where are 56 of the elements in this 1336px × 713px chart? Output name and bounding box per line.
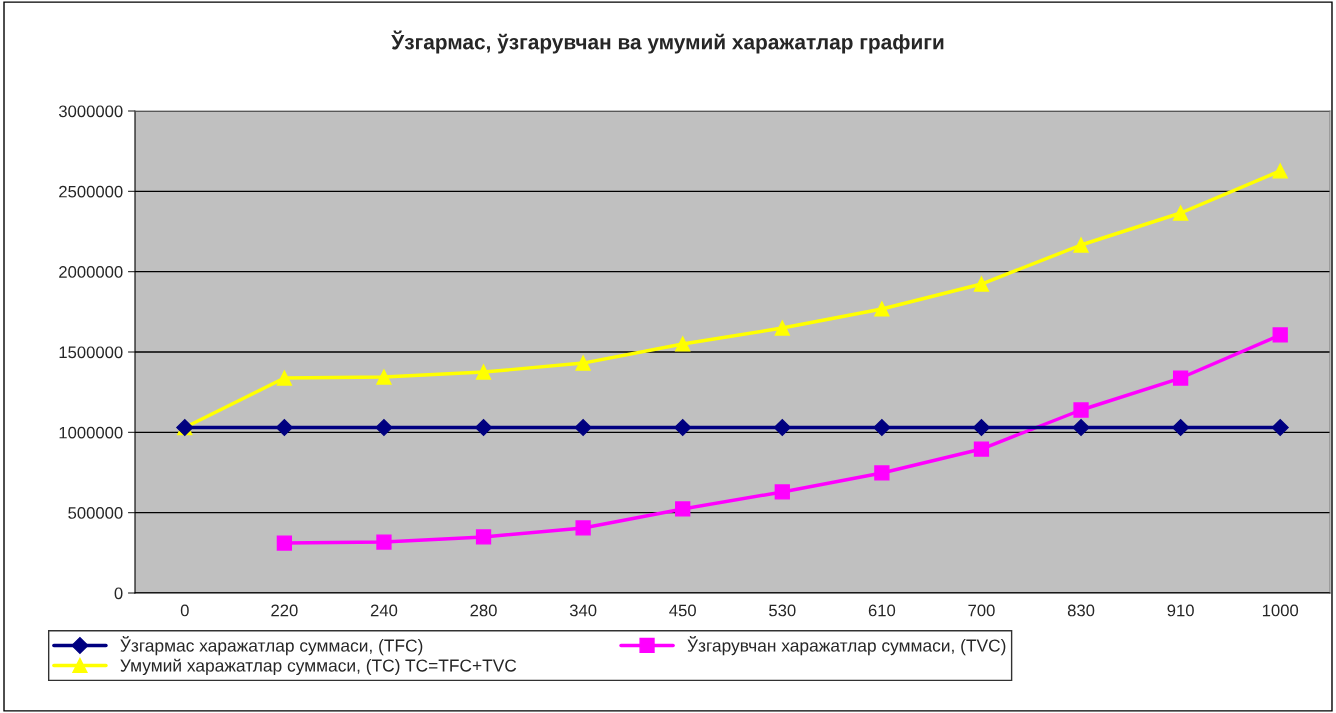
x-tick-label: 240 [370, 604, 398, 617]
y-tick-label: 0 [114, 587, 123, 600]
point [874, 301, 890, 317]
point [873, 418, 891, 437]
y-tick-label: 500000 [68, 507, 123, 519]
x-tick-label: 830 [1067, 604, 1095, 617]
point [1272, 163, 1288, 179]
x-tick-label: 450 [669, 604, 696, 617]
x-tick-label: 910 [1167, 604, 1194, 617]
point [773, 418, 791, 437]
point [1072, 418, 1090, 437]
x-tick-label: 0 [180, 604, 189, 617]
point [276, 370, 293, 386]
point [376, 369, 392, 385]
point [275, 418, 293, 437]
legend-label: Умумий харажатлар суммаси, (TC) TC=TFC+TVC [120, 658, 517, 676]
y-tick-label: 2000000 [59, 266, 123, 278]
x-tick-label: 610 [868, 604, 896, 617]
y-tick-label: 1000000 [59, 426, 123, 439]
point [675, 336, 691, 352]
point [475, 529, 492, 545]
point [376, 534, 392, 550]
point [375, 418, 393, 437]
point [276, 535, 293, 551]
point [1172, 205, 1189, 221]
point [474, 418, 493, 437]
point [973, 276, 990, 292]
point [1271, 418, 1289, 437]
x-tick-label: 530 [769, 604, 796, 617]
point [1073, 402, 1089, 418]
point [674, 418, 692, 437]
point [972, 418, 991, 437]
point [1172, 370, 1189, 386]
point [874, 465, 890, 481]
point [575, 355, 591, 371]
legend-label: Ўзгарувчан харажатлар суммаси, (TVC) [687, 635, 1006, 656]
x-tick-label: 220 [271, 604, 298, 617]
point [1272, 327, 1288, 343]
point [774, 484, 790, 500]
x-tick-label: 700 [968, 604, 995, 617]
legend-label: Ўзгармас харажатлар суммаси, (TFC) [120, 635, 423, 656]
point [675, 501, 691, 517]
point [475, 364, 492, 380]
chart-title: Ўзгармас, ўзгарувчан ва умумий харажатлар графиги [391, 30, 944, 54]
y-tick-label: 3000000 [58, 105, 123, 118]
point [1172, 418, 1190, 437]
x-tick-label: 280 [470, 604, 497, 617]
point [973, 441, 990, 457]
point [575, 520, 591, 536]
point [574, 418, 592, 437]
y-tick-label: 1500000 [59, 346, 123, 359]
x-tick-label: 340 [569, 604, 597, 617]
y-tick-label: 2500000 [59, 185, 123, 198]
point [774, 320, 790, 336]
point [1073, 237, 1089, 253]
x-tick-label: 1000 [1262, 604, 1299, 617]
